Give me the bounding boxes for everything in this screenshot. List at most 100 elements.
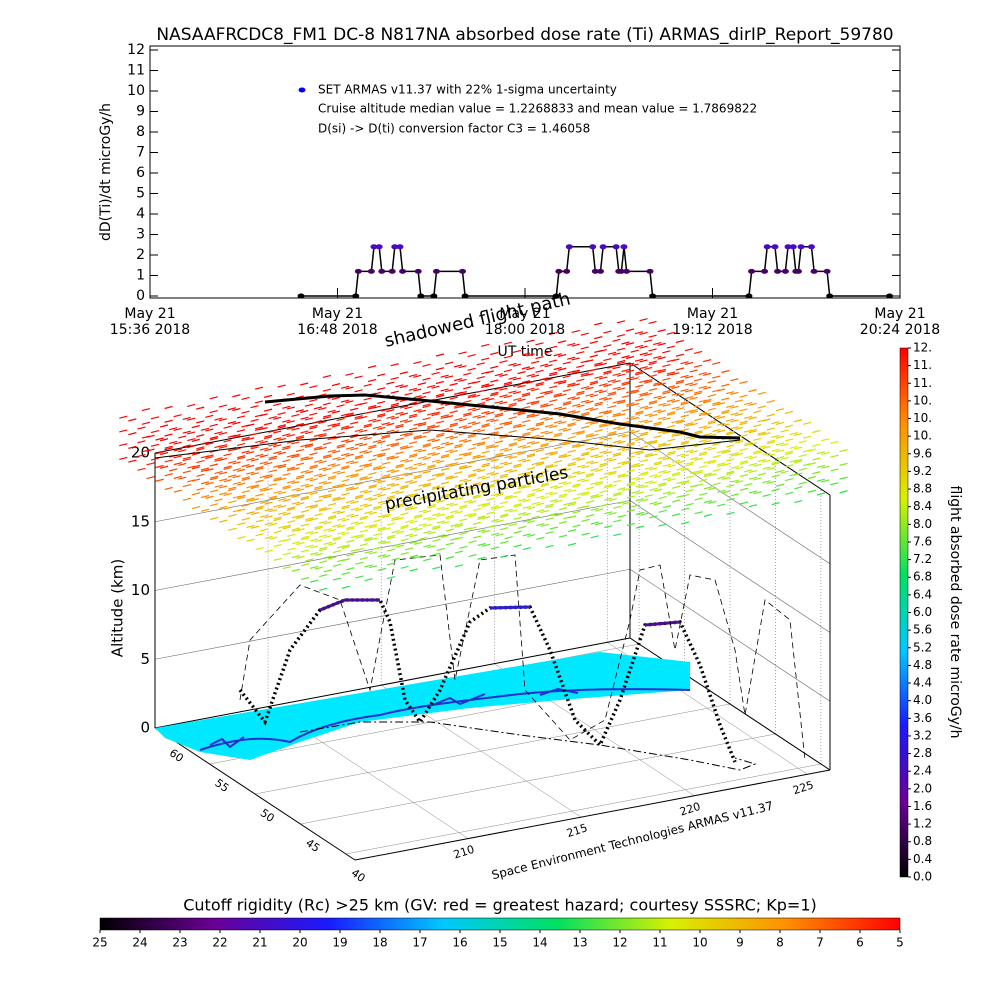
- dose-dash: [694, 497, 703, 501]
- dose-dash: [422, 391, 431, 395]
- dose-dash: [607, 365, 617, 369]
- dose-dash: [441, 507, 450, 511]
- dose-dash: [785, 478, 794, 482]
- colorbar-tick-label: 25: [92, 936, 107, 950]
- dose-dash: [608, 498, 617, 502]
- dose-dash: [617, 433, 626, 437]
- dose-dash: [467, 474, 477, 478]
- dose-dash: [313, 420, 323, 424]
- dose-dash: [557, 353, 567, 358]
- dose-dash: [472, 521, 482, 525]
- dose-dash: [395, 477, 404, 481]
- colorbar-tick-label: 15: [492, 936, 507, 950]
- dose-dash: [639, 359, 648, 363]
- dose-dash: [612, 453, 622, 457]
- dose-dash: [513, 504, 522, 508]
- dose-dash: [536, 475, 545, 479]
- dose-dash: [223, 453, 232, 457]
- dose-dash: [490, 393, 499, 397]
- dose-dash: [210, 475, 219, 479]
- dose-dash: [431, 385, 440, 389]
- dose-dash: [622, 474, 631, 478]
- dose-dash: [721, 411, 730, 415]
- dose-dash: [345, 386, 354, 390]
- dose-dash: [563, 468, 572, 472]
- dose-dash: [368, 511, 377, 515]
- dose-dash: [427, 464, 436, 468]
- dose-dash: [762, 466, 771, 470]
- colorbar-tick-label: 8: [776, 936, 784, 950]
- dose-dash: [322, 374, 332, 378]
- dose-dash: [205, 414, 214, 418]
- dose-dash: [721, 450, 730, 455]
- dose-dash: [322, 416, 332, 420]
- dose-dash: [391, 442, 400, 446]
- dose-dash: [576, 431, 585, 436]
- dose-dash: [432, 566, 441, 570]
- dose-dash: [603, 451, 612, 455]
- dose-dash: [436, 393, 445, 397]
- dose-dash: [372, 405, 381, 409]
- dose-dash: [621, 461, 631, 466]
- dose-dash: [414, 527, 423, 532]
- dose-dash: [223, 492, 232, 496]
- dose-dash: [386, 522, 396, 526]
- dose-dash: [707, 447, 717, 451]
- dose-dash: [423, 544, 432, 548]
- dose-dash: [332, 537, 341, 541]
- dose-dash: [408, 387, 418, 391]
- dose-dash: [368, 472, 377, 476]
- box-edge: [629, 637, 831, 771]
- dose-dash: [187, 403, 196, 408]
- data-point: [378, 268, 386, 274]
- dose-dash: [435, 353, 445, 357]
- dose-dash: [490, 391, 499, 395]
- data-point: [807, 244, 815, 250]
- dose-dash: [323, 507, 332, 511]
- dose-dash: [625, 369, 635, 373]
- dose-dash: [585, 460, 594, 464]
- dose-dash: [685, 435, 694, 439]
- dose-dash: [400, 526, 409, 530]
- data-point: [430, 293, 438, 299]
- dose-dash: [409, 506, 418, 510]
- dose-dash: [571, 383, 581, 387]
- dose-dash: [255, 479, 264, 483]
- dose-dash: [273, 444, 282, 448]
- dose-dash: [164, 405, 173, 410]
- dose-dash: [223, 506, 232, 510]
- dose-dash: [332, 450, 341, 454]
- dose-dash: [445, 516, 454, 520]
- dose-dash: [640, 472, 649, 477]
- dose-dash: [540, 416, 549, 421]
- dose-dash: [563, 474, 572, 479]
- dose-dash: [282, 538, 292, 542]
- dose-dash: [287, 466, 296, 470]
- dose-dash: [562, 361, 571, 365]
- dose-dash: [209, 423, 218, 427]
- dose-dash: [427, 491, 436, 495]
- dose-dash: [336, 524, 346, 528]
- dose-dash: [522, 533, 532, 537]
- dose-dash: [512, 363, 522, 367]
- dose-dash: [558, 481, 567, 485]
- dose-dash: [255, 546, 264, 551]
- dose-dash: [680, 467, 690, 472]
- dose-dash: [241, 477, 250, 481]
- dose-dash: [409, 520, 418, 524]
- dose-dash: [685, 502, 694, 507]
- dose-dash: [314, 473, 323, 477]
- dose-dash: [246, 538, 255, 542]
- dose-dash: [373, 519, 382, 523]
- dose-dash: [726, 484, 735, 488]
- dose-dash: [612, 412, 622, 416]
- dose-dash: [218, 485, 228, 489]
- dose-dash: [408, 454, 418, 459]
- dose-dash: [726, 470, 735, 474]
- dose-dash: [296, 474, 305, 478]
- dose-dash: [666, 398, 676, 403]
- dose-dash: [382, 515, 391, 519]
- dose-dash: [513, 464, 522, 469]
- dose-dash: [436, 547, 445, 552]
- dose-dash: [182, 470, 192, 474]
